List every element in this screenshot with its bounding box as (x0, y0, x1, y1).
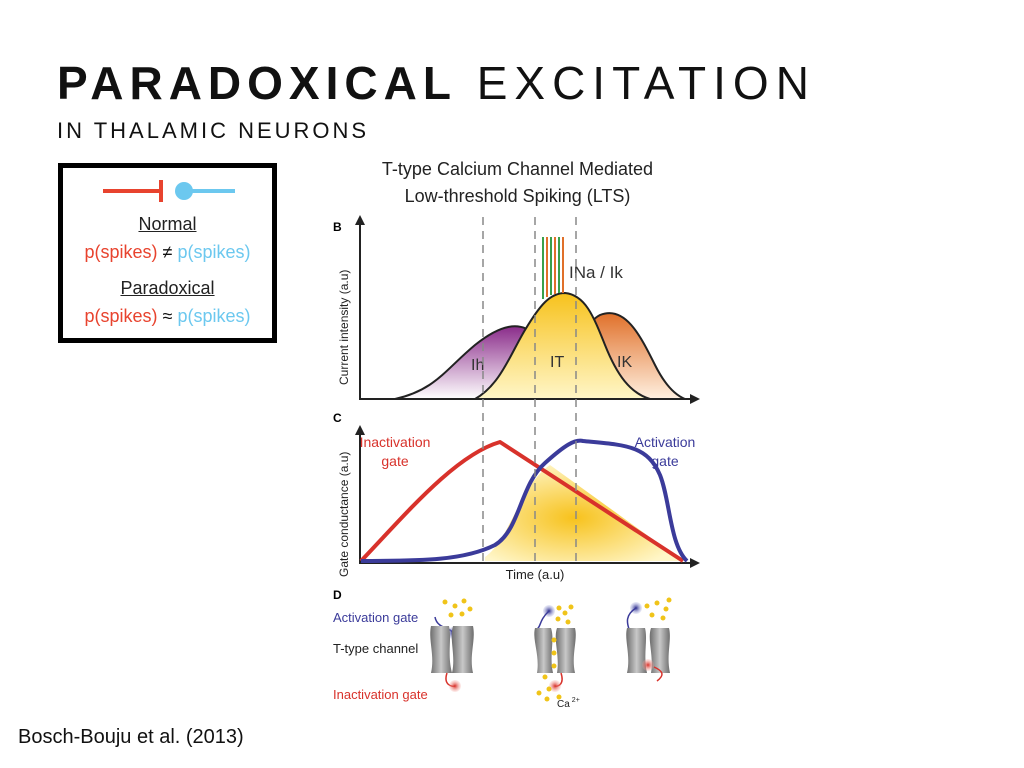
activation-gate-label-1: Activation (635, 434, 696, 450)
slide-title-light: EXCITATION (476, 57, 816, 109)
excitatory-synapse-icon (175, 182, 235, 200)
panel-c-xlabel: Time (a.u) (506, 567, 565, 582)
ih-label: Ih (471, 357, 484, 374)
legend-paradoxical-left: p(spikes) (84, 306, 158, 326)
slide-subtitle: IN THALAMIC NEURONS (57, 118, 370, 143)
citation: Bosch-Bouju et al. (2013) (18, 726, 244, 748)
channel-inactivated-icon (626, 597, 672, 682)
t-type-channel-caption: T-type channel (333, 641, 418, 656)
lts-figure: B Current intensity (a.u) Ih IT IK INa /… (333, 215, 700, 710)
slide-title: PARADOXICAL EXCITATION (57, 56, 816, 110)
legend-paradoxical-relation: p(spikes) ≈ p(spikes) (63, 306, 272, 327)
inactivation-gate-curve (359, 440, 685, 563)
ik-label: IK (617, 354, 632, 371)
ca-label: Ca 2+ (557, 697, 580, 710)
synapse-legend-box: Normal p(spikes) ≠ p(spikes) Paradoxical… (58, 163, 277, 343)
activation-gate-caption: Activation gate (333, 610, 418, 625)
legend-normal-label: Normal (138, 214, 197, 234)
inactivation-gate-label-1: Inactivation (360, 434, 431, 450)
panel-b-letter: B (333, 220, 342, 234)
synapse-symbols (103, 180, 235, 202)
inactivation-gate-caption: Inactivation gate (333, 687, 428, 702)
slide-title-bold: PARADOXICAL (57, 57, 457, 109)
figure-title-line1: T-type Calcium Channel Mediated (381, 159, 654, 179)
inhibitory-synapse-icon (103, 180, 163, 202)
na-k-spikes (542, 237, 564, 299)
ina-ik-label: INa / Ik (569, 263, 623, 282)
panel-b-ylabel: Current intensity (a.u) (337, 270, 351, 385)
it-label: IT (550, 354, 564, 371)
legend-normal-relation: p(spikes) ≠ p(spikes) (63, 242, 272, 263)
legend-normal-op: ≠ (157, 242, 178, 262)
activation-gate-label-2: gate (651, 453, 678, 469)
channel-closed-icon (430, 598, 474, 692)
legend-paradoxical-op: ≈ (157, 306, 178, 326)
panel-c-ylabel: Gate conductance (a.u) (337, 452, 351, 577)
legend-normal-left: p(spikes) (84, 242, 158, 262)
legend-paradoxical-right: p(spikes) (177, 306, 251, 326)
inactivation-gate-label-2: gate (381, 453, 408, 469)
it-current-curve (471, 291, 651, 400)
panel-d-letter: D (333, 588, 342, 602)
figure-title-line2: Low-threshold Spiking (LTS) (404, 186, 631, 206)
panel-c-letter: C (333, 411, 342, 425)
activation-gate-curve (360, 438, 689, 563)
legend-normal-right: p(spikes) (177, 242, 251, 262)
panel-c-axes (355, 425, 700, 568)
channel-open-icon: Ca 2+ (534, 604, 580, 710)
time-marker-lines (482, 217, 577, 565)
legend-paradoxical-label: Paradoxical (120, 278, 215, 298)
t-current-window-fill (485, 465, 683, 561)
